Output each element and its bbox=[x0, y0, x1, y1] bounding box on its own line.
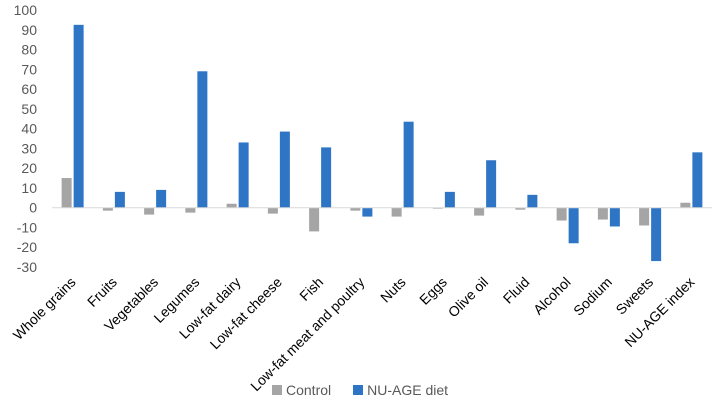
bar-nu-age-diet bbox=[568, 207, 579, 244]
y-tick-label: 30 bbox=[21, 140, 37, 156]
x-tick-label: Fluid bbox=[500, 274, 533, 307]
bar-control bbox=[61, 178, 72, 208]
bar-nu-age-diet bbox=[238, 142, 249, 208]
legend-label-nu-age-diet: NU-AGE diet bbox=[367, 382, 449, 398]
bar-control bbox=[267, 207, 278, 214]
bar-control bbox=[474, 207, 485, 216]
bar-nu-age-diet bbox=[279, 131, 290, 208]
bar-control bbox=[639, 207, 650, 226]
bar-control bbox=[556, 207, 567, 221]
bar-nu-age-diet bbox=[486, 160, 497, 208]
bar-control bbox=[597, 207, 608, 220]
bar-nu-age-diet bbox=[444, 191, 455, 208]
bar-nu-age-diet bbox=[73, 24, 84, 208]
y-tick-label: -10 bbox=[17, 219, 37, 235]
x-axis: Whole grains FruitsVegetablesLegumesLow-f… bbox=[10, 274, 698, 394]
y-tick-label: 60 bbox=[21, 81, 37, 97]
bar-nu-age-diet bbox=[403, 121, 414, 208]
x-tick-label: Alcohol bbox=[530, 274, 574, 318]
x-tick-label: Sodium bbox=[570, 274, 615, 319]
bar-nu-age-diet bbox=[197, 71, 208, 208]
bar-control bbox=[350, 207, 361, 211]
y-tick-label: -20 bbox=[17, 239, 37, 255]
y-tick-label: 100 bbox=[14, 2, 38, 18]
bar-nu-age-diet bbox=[692, 152, 703, 208]
y-tick-label: 50 bbox=[21, 101, 37, 117]
legend-label-control: Control bbox=[286, 382, 332, 398]
y-tick-label: 70 bbox=[21, 61, 37, 77]
y-tick-label: 80 bbox=[21, 42, 37, 58]
x-tick-label: Whole grains bbox=[10, 274, 79, 343]
x-tick-label: Olive oil bbox=[445, 274, 492, 321]
y-tick-label: 90 bbox=[21, 22, 37, 38]
y-tick-label: 40 bbox=[21, 121, 37, 137]
bars bbox=[61, 24, 703, 262]
x-tick-label: Fruits bbox=[84, 274, 120, 310]
legend-item-control: Control bbox=[272, 382, 331, 398]
bar-control bbox=[680, 202, 691, 208]
legend: Control NU-AGE diet bbox=[272, 380, 448, 400]
y-tick-label: 20 bbox=[21, 160, 37, 176]
x-tick-label: Nuts bbox=[377, 274, 409, 306]
x-tick-label: Low-fat cheese bbox=[207, 274, 286, 353]
bar-nu-age-diet bbox=[321, 147, 332, 208]
bar-nu-age-diet bbox=[651, 207, 662, 262]
bar-nu-age-diet bbox=[527, 194, 538, 208]
bar-nu-age-diet bbox=[362, 207, 373, 217]
bar-control bbox=[515, 207, 526, 210]
bar-control bbox=[391, 207, 402, 217]
bar-control bbox=[185, 207, 196, 213]
y-tick-label: -30 bbox=[17, 259, 37, 275]
legend-swatch-nu-age-diet bbox=[353, 385, 364, 395]
bar-control bbox=[102, 207, 113, 211]
bar-nu-age-diet bbox=[609, 207, 620, 227]
bar-control bbox=[144, 207, 155, 215]
bar-control bbox=[309, 207, 320, 232]
bar-nu-age-diet bbox=[156, 189, 167, 208]
x-tick-label: Eggs bbox=[416, 274, 450, 308]
x-tick-label: Fish bbox=[296, 274, 326, 304]
legend-swatch-control bbox=[272, 385, 282, 395]
legend-item-nu-age-diet: NU-AGE diet bbox=[353, 382, 448, 398]
bar-nu-age-diet bbox=[114, 191, 125, 208]
bar-control bbox=[226, 203, 237, 208]
y-tick-label: 10 bbox=[21, 180, 37, 196]
y-tick-label: 0 bbox=[29, 200, 37, 216]
